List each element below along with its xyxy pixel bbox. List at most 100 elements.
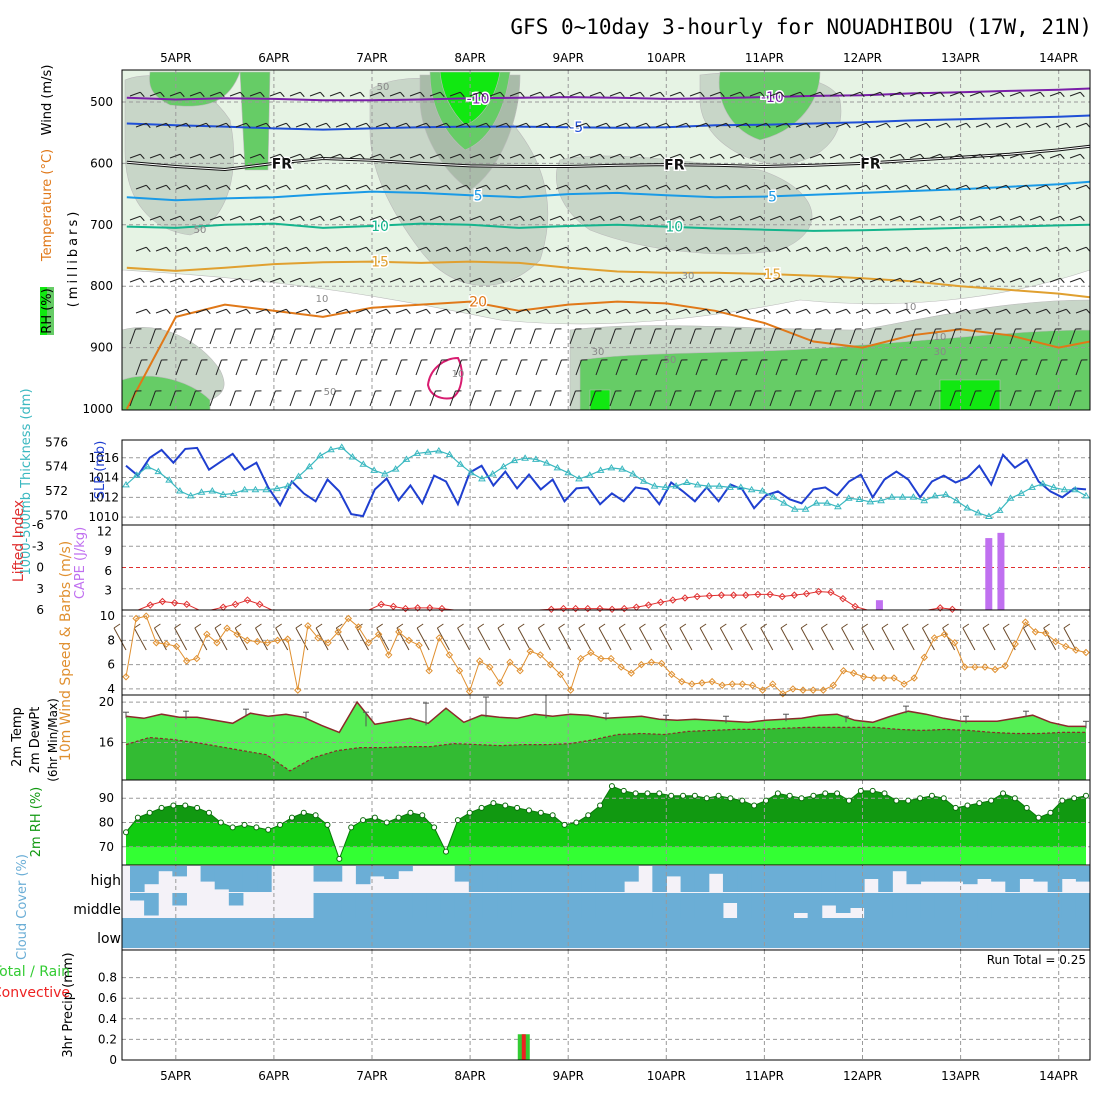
wind-barb-staff: [135, 122, 147, 128]
wind-barb-flag: [185, 122, 191, 129]
cloud-high-cell: [327, 866, 343, 882]
wind-barb-flag: [479, 277, 485, 284]
wind-barb-staff: [809, 277, 821, 283]
li-marker: [389, 602, 398, 611]
wind-barb-staff: [415, 122, 427, 128]
rh-marker: [158, 804, 165, 811]
wind-barb-staff: [589, 390, 596, 407]
chart-title: GFS 0~10day 3-hourly for NOUADHIBOU (17W…: [510, 15, 1092, 39]
wind-speed-marker: [516, 667, 524, 675]
cloud-high-cell: [610, 866, 625, 892]
wind-barb-staff: [175, 184, 187, 190]
wind-barb-staff: [195, 359, 202, 376]
wind-barb-flag: [1019, 215, 1025, 222]
wind-barb-staff: [449, 390, 456, 407]
wind-speed-marker: [678, 677, 686, 686]
cloud-high-cell: [144, 866, 159, 885]
wind-barb-staff: [355, 359, 362, 376]
li-marker: [790, 591, 799, 599]
cloud-high-cell: [793, 866, 809, 892]
surface-barb-flag: [558, 623, 565, 629]
wind-barb-flag: [685, 122, 691, 129]
wind-barb-staff: [249, 277, 261, 283]
wind-barb-staff: [795, 359, 802, 376]
wind-barb-staff: [229, 153, 241, 159]
wind-barb-flag: [919, 277, 925, 284]
legend-convective: Convective: [0, 985, 70, 1001]
wind-barb-staff: [849, 215, 861, 221]
wind-barb-flag: [1059, 153, 1065, 160]
wind-barb-staff: [415, 359, 422, 376]
cloud-high-cell: [765, 866, 780, 892]
wind-speed-line: [125, 615, 1087, 695]
surface-barb-staff: [901, 627, 915, 651]
wind-barb-flag: [919, 91, 925, 98]
thickness-marker: [413, 449, 422, 456]
wind-barb-flag: [945, 308, 951, 315]
date-label-bottom: 13APR: [941, 1069, 980, 1083]
wind-barb-staff: [475, 184, 487, 190]
wind-barb-staff: [429, 215, 441, 221]
wind-barb-staff: [355, 184, 367, 190]
tick-label: 1012: [88, 490, 119, 504]
wind-barb-flag: [845, 122, 851, 129]
wind-barb-staff: [549, 91, 561, 97]
surface-barb-staff: [153, 627, 167, 651]
wind-barb-staff: [815, 308, 827, 314]
wind-barb-staff: [989, 91, 1001, 97]
wind-barb-flag: [465, 184, 471, 191]
wind-barb-flag: [339, 277, 345, 284]
li-marker: [401, 604, 410, 613]
li-marker: [170, 599, 179, 607]
rh-marker: [1000, 790, 1007, 797]
wind-barb-flag: [999, 215, 1005, 222]
wind-speed-marker: [789, 685, 797, 693]
wind-barb-flag: [419, 215, 425, 222]
wind-barb-flag: [179, 91, 185, 98]
rh-marker: [371, 814, 378, 821]
wind-barb-staff: [289, 277, 301, 283]
wind-barb-flag: [525, 308, 531, 315]
wind-barb-staff: [189, 153, 201, 159]
wind-speed-marker: [283, 635, 292, 643]
wind-barb-flag: [139, 215, 145, 222]
wind-barb-staff: [895, 184, 907, 190]
thickness-marker: [1038, 479, 1047, 487]
tick-label: 900: [90, 341, 113, 355]
wind-speed-marker: [577, 654, 585, 663]
wind-speed-marker: [364, 639, 373, 647]
wind-barb-flag: [765, 122, 771, 129]
wind-speed-marker: [273, 636, 282, 645]
wind-barb-staff: [335, 308, 347, 314]
cloud-high-cell: [398, 866, 413, 872]
wind-barb-flag: [605, 308, 611, 315]
wind-barb-flag: [285, 308, 291, 315]
rh-shading: [589, 389, 611, 411]
rh-marker: [928, 792, 935, 799]
wind-barb-staff: [849, 328, 856, 345]
wind-barb-staff: [1029, 277, 1041, 283]
wind-barb-staff: [429, 390, 436, 407]
wind-barb-staff: [649, 153, 661, 159]
wind-barb-flag: [1065, 184, 1071, 191]
wind-barb-flag: [445, 184, 451, 191]
wind-barb-staff: [829, 277, 841, 283]
wind-barb-staff: [935, 122, 947, 128]
tick-label: 0.8: [98, 971, 117, 985]
wind-barb-staff: [1069, 215, 1081, 221]
wind-barb-flag: [639, 277, 645, 284]
wind-barb-flag: [905, 184, 911, 191]
wind-barb-staff: [755, 246, 767, 252]
wind-barb-staff: [255, 359, 262, 376]
surface-barb-staff: [295, 627, 309, 651]
wind-barb-staff: [129, 277, 141, 283]
wind-barb-flag: [399, 153, 405, 160]
cloud-middle-cell: [638, 893, 653, 918]
rh-band-light: [126, 846, 1086, 865]
wind-barb-flag: [785, 184, 791, 191]
wind-barb-staff: [449, 215, 461, 221]
wind-barb-staff: [455, 246, 467, 252]
cloud-high-cell: [130, 866, 145, 892]
li-marker: [839, 594, 847, 603]
